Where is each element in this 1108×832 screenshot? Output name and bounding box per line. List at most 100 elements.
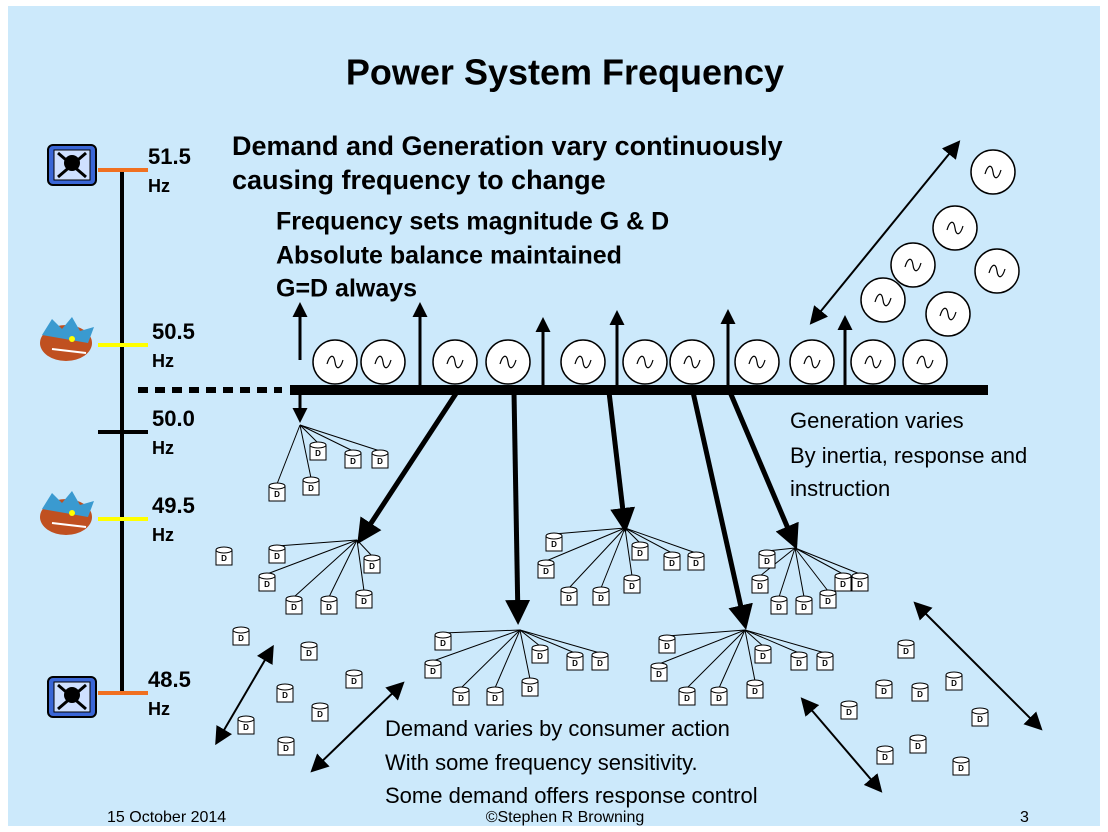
generation-note: instruction (790, 476, 890, 501)
demand-icon-label: D (221, 554, 227, 563)
demand-icon-top (560, 586, 578, 594)
service-line (553, 527, 626, 535)
demand-icon-top (302, 476, 320, 484)
demand-icon-top (591, 651, 609, 659)
demand-icon-label: D (282, 691, 288, 700)
demand-icon-label: D (951, 679, 957, 688)
demand-icon-top (758, 549, 776, 557)
service-line (299, 424, 354, 452)
scale-value: 49.5 (152, 493, 195, 518)
feeder (606, 391, 636, 533)
demand-icon-label: D (458, 694, 464, 703)
demand-icon-top (840, 700, 858, 708)
demand-icon-top (971, 707, 989, 715)
double-arrow (809, 140, 961, 325)
service-line (299, 424, 312, 479)
demand-icon-label: D (274, 490, 280, 499)
demand-icon-label: D (882, 753, 888, 762)
scale-unit: Hz (152, 351, 174, 371)
service-line (794, 547, 861, 575)
demand-icon-top (746, 679, 764, 687)
service-line (744, 629, 826, 654)
demand-icon-label: D (977, 715, 983, 724)
service-line (293, 539, 358, 598)
service-line (624, 527, 673, 554)
dragon-crest (42, 317, 94, 343)
service-line (442, 629, 521, 634)
demand-icon-label: D (664, 642, 670, 651)
demand-icon-top (344, 449, 362, 457)
demand-icon-label: D (243, 723, 249, 732)
scale-value: 50.0 (152, 406, 195, 431)
generator-symbol (446, 355, 464, 369)
service-line (624, 527, 697, 554)
generator-symbol (499, 355, 517, 369)
footer-author: ©Stephen R Browning (486, 809, 645, 826)
double-arrow (800, 697, 883, 793)
demand-icon-top (790, 651, 808, 659)
demand-icon-label: D (440, 639, 446, 648)
demand-icon-label: D (840, 580, 846, 589)
demand-icon-top (311, 702, 329, 710)
service-line (276, 539, 358, 547)
scale-value: 50.5 (152, 319, 195, 344)
feeder (690, 391, 753, 630)
demand-icon-label: D (917, 690, 923, 699)
generator-symbol (326, 355, 344, 369)
demand-icon-top (320, 595, 338, 603)
demand-icon-label: D (958, 764, 964, 773)
service-line (778, 547, 796, 598)
demand-icon-label: D (326, 603, 332, 612)
generation-note: Generation varies (790, 408, 964, 433)
demand-icon-top (876, 745, 894, 753)
demand-icon-top (285, 595, 303, 603)
demand-icon-top (268, 544, 286, 552)
demand-icon-top (819, 589, 837, 597)
demand-icon-top (875, 679, 893, 687)
demand-icon-top (258, 572, 276, 580)
demand-icon-top (237, 715, 255, 723)
service-line (460, 629, 521, 689)
demand-icon-top (658, 634, 676, 642)
double-arrow (215, 644, 274, 746)
demand-icon-top (531, 644, 549, 652)
demand-icon-top (300, 641, 318, 649)
dragon-mouth (51, 522, 87, 528)
demand-icon-top (754, 644, 772, 652)
service-line (686, 629, 746, 689)
service-line (519, 629, 601, 654)
demand-icon-top (751, 574, 769, 582)
demand-icon-label: D (350, 457, 356, 466)
demand-icon-top (276, 683, 294, 691)
service-line (718, 629, 746, 689)
service-line (519, 629, 531, 680)
demand-icon-top (770, 595, 788, 603)
demand-icon-label: D (377, 457, 383, 466)
footer-date: 15 October 2014 (107, 809, 226, 826)
demand-icon-label: D (764, 557, 770, 566)
service-line (276, 424, 301, 485)
demand-icon-top (277, 736, 295, 744)
demand-icon-label: D (822, 659, 828, 668)
dragon-eye (69, 336, 75, 342)
demand-icon-top (592, 586, 610, 594)
service-line (624, 527, 641, 544)
double-arrow (310, 681, 405, 773)
demand-icon-label: D (551, 540, 557, 549)
demand-icon-label: D (369, 562, 375, 571)
scale-unit: Hz (148, 699, 170, 719)
service-line (432, 629, 521, 662)
generator-symbol (574, 355, 592, 369)
demand-icon-label: D (537, 652, 543, 661)
service-line (600, 527, 626, 589)
demand-icon-top (909, 734, 927, 742)
demand-icon-top (452, 686, 470, 694)
demand-icon-top (486, 686, 504, 694)
demand-icon-label: D (543, 567, 549, 576)
demand-icon-top (687, 551, 705, 559)
demand-icon-label: D (306, 649, 312, 658)
demand-icon-label: D (825, 597, 831, 606)
crossbones (57, 151, 87, 179)
service-line (494, 629, 521, 689)
